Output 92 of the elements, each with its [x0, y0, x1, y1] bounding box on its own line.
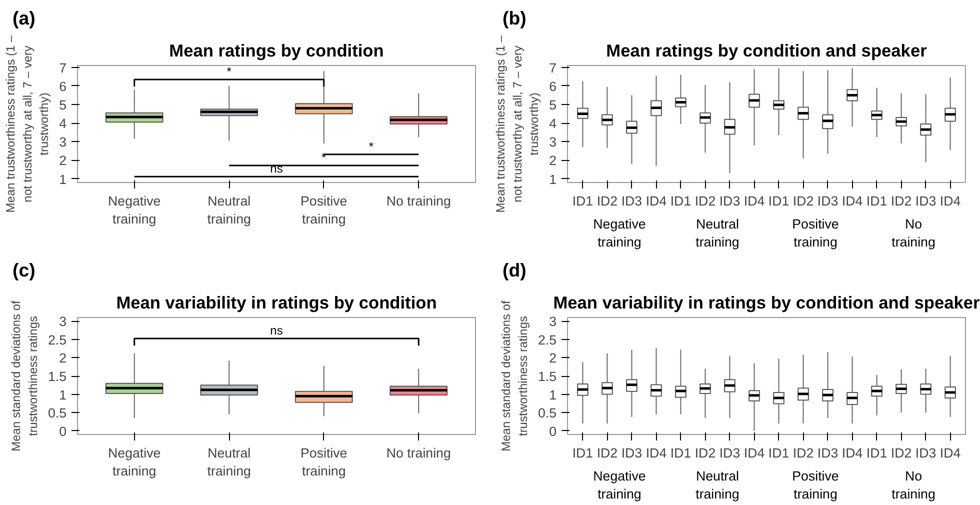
x-tick-label: ID3 [817, 446, 838, 460]
x-tick-label: ID2 [792, 446, 814, 460]
x-tick-label: ID2 [694, 194, 716, 208]
x-tick-label: ID3 [915, 446, 936, 460]
y-tick-label: 2 [59, 153, 67, 168]
y-tick-label: 2 [549, 350, 557, 366]
text: Negative training [593, 216, 646, 250]
annotation: * [226, 64, 232, 78]
chart-title: Mean variability in ratings by condition and speaker [553, 292, 980, 312]
y-tick-label: 2 [59, 350, 67, 366]
annotation: * [368, 139, 374, 154]
y-tick-label: 6 [549, 78, 557, 94]
x-tick-label: ID2 [890, 446, 912, 460]
x-tick-label: ID1 [670, 194, 692, 208]
x-tick-label: ID3 [719, 194, 740, 208]
x-tick-label: ID1 [768, 194, 790, 208]
x-tick-label: ID1 [572, 446, 594, 460]
y-tick-label: 1 [59, 172, 67, 187]
x-tick-label: ID4 [940, 446, 962, 460]
x-tick-label: Positive training [300, 194, 348, 226]
chart-title: Mean variability in ratings by condition [116, 292, 437, 312]
x-tick-label: ID2 [596, 194, 618, 208]
x-tick-label: ID1 [572, 194, 594, 208]
x-tick-label: ID3 [915, 194, 936, 208]
text: (a) [12, 8, 36, 28]
y-tick-label: 3 [59, 134, 67, 150]
x-tick-label: ID1 [768, 446, 790, 460]
y-tick-label: 3 [549, 134, 557, 150]
y-tick-label: 1 [549, 387, 557, 402]
y-tick-label: 0 [549, 424, 557, 439]
y-tick-label: 1.5 [538, 369, 557, 384]
x-tick-label: No training [386, 446, 451, 460]
x-tick-label: ID2 [792, 194, 814, 208]
y-tick-label: 1 [549, 172, 557, 187]
x-tick-label: Neutral training [207, 194, 251, 226]
y-axis-title: Mean standard deviations of trustworthiness ratings [499, 300, 530, 452]
text: (c) [12, 260, 36, 280]
y-tick-label: 7 [549, 60, 557, 76]
y-tick-label: 2 [549, 153, 557, 168]
x-tick-label: ID4 [646, 446, 668, 460]
y-tick-label: 0.5 [48, 406, 67, 421]
y-tick-label: 5 [59, 98, 67, 112]
y-tick-label: 3 [549, 314, 557, 330]
chart-title: Mean ratings by condition and speaker [606, 40, 928, 60]
text: Positive training [792, 468, 839, 502]
x-tick-label: ID2 [890, 194, 912, 208]
y-tick-label: 2.5 [48, 332, 67, 348]
x-tick-label: ID3 [621, 194, 642, 208]
x-tick-label: No training [386, 194, 451, 208]
text: (d) [502, 260, 526, 280]
x-tick-label: Negative training [108, 194, 161, 226]
y-axis-title: Mean trustworthiness ratings (1 – not trustworthy at all, 7 – very trustworthy) [493, 34, 542, 213]
y-tick-label: 4 [59, 116, 68, 132]
x-tick-label: ID4 [646, 194, 668, 208]
y-axis-title: Mean standard deviations of trustworthiness ratings [9, 300, 40, 452]
x-tick-label: ID2 [596, 446, 618, 460]
y-tick-label: 4 [549, 116, 558, 132]
x-tick-label: ID3 [719, 446, 740, 460]
x-tick-label: Negative training [108, 446, 161, 478]
text: Neutral training [696, 468, 740, 502]
x-tick-label: Positive training [300, 446, 348, 478]
x-tick-label: ID1 [866, 446, 888, 460]
x-tick-label: ID4 [842, 446, 864, 460]
x-tick-label: ID3 [621, 446, 642, 460]
annotation: ns [270, 323, 283, 338]
text: Positive training [792, 216, 839, 250]
text: No training [892, 216, 936, 250]
y-tick-label: 0 [59, 424, 67, 439]
x-tick-label: ID4 [744, 446, 766, 460]
y-tick-label: 5 [549, 98, 557, 112]
annotation: ns [270, 161, 283, 176]
y-tick-label: 0.5 [538, 406, 557, 421]
x-tick-label: ID4 [940, 194, 962, 208]
y-tick-label: 6 [59, 78, 67, 94]
text: Negative training [593, 468, 646, 502]
y-tick-label: 1 [59, 387, 67, 402]
y-tick-label: 3 [59, 314, 67, 330]
y-axis-title: Mean trustworthiness ratings (1 – not trustworthy at all, 7 – very trustworthy) [3, 34, 52, 213]
x-tick-label: ID4 [842, 194, 864, 208]
text: (b) [502, 8, 526, 28]
y-tick-label: 2.5 [538, 332, 557, 348]
y-tick-label: 1.5 [48, 369, 67, 384]
x-tick-label: ID4 [744, 194, 766, 208]
x-tick-label: Neutral training [207, 446, 251, 478]
x-tick-label: ID3 [817, 194, 838, 208]
x-tick-label: ID1 [866, 194, 888, 208]
chart-title: Mean ratings by condition [169, 40, 384, 60]
text: Neutral training [696, 216, 740, 250]
y-tick-label: 7 [59, 60, 67, 76]
x-tick-label: ID2 [694, 446, 716, 460]
x-tick-label: ID1 [670, 446, 692, 460]
text: No training [892, 468, 936, 502]
